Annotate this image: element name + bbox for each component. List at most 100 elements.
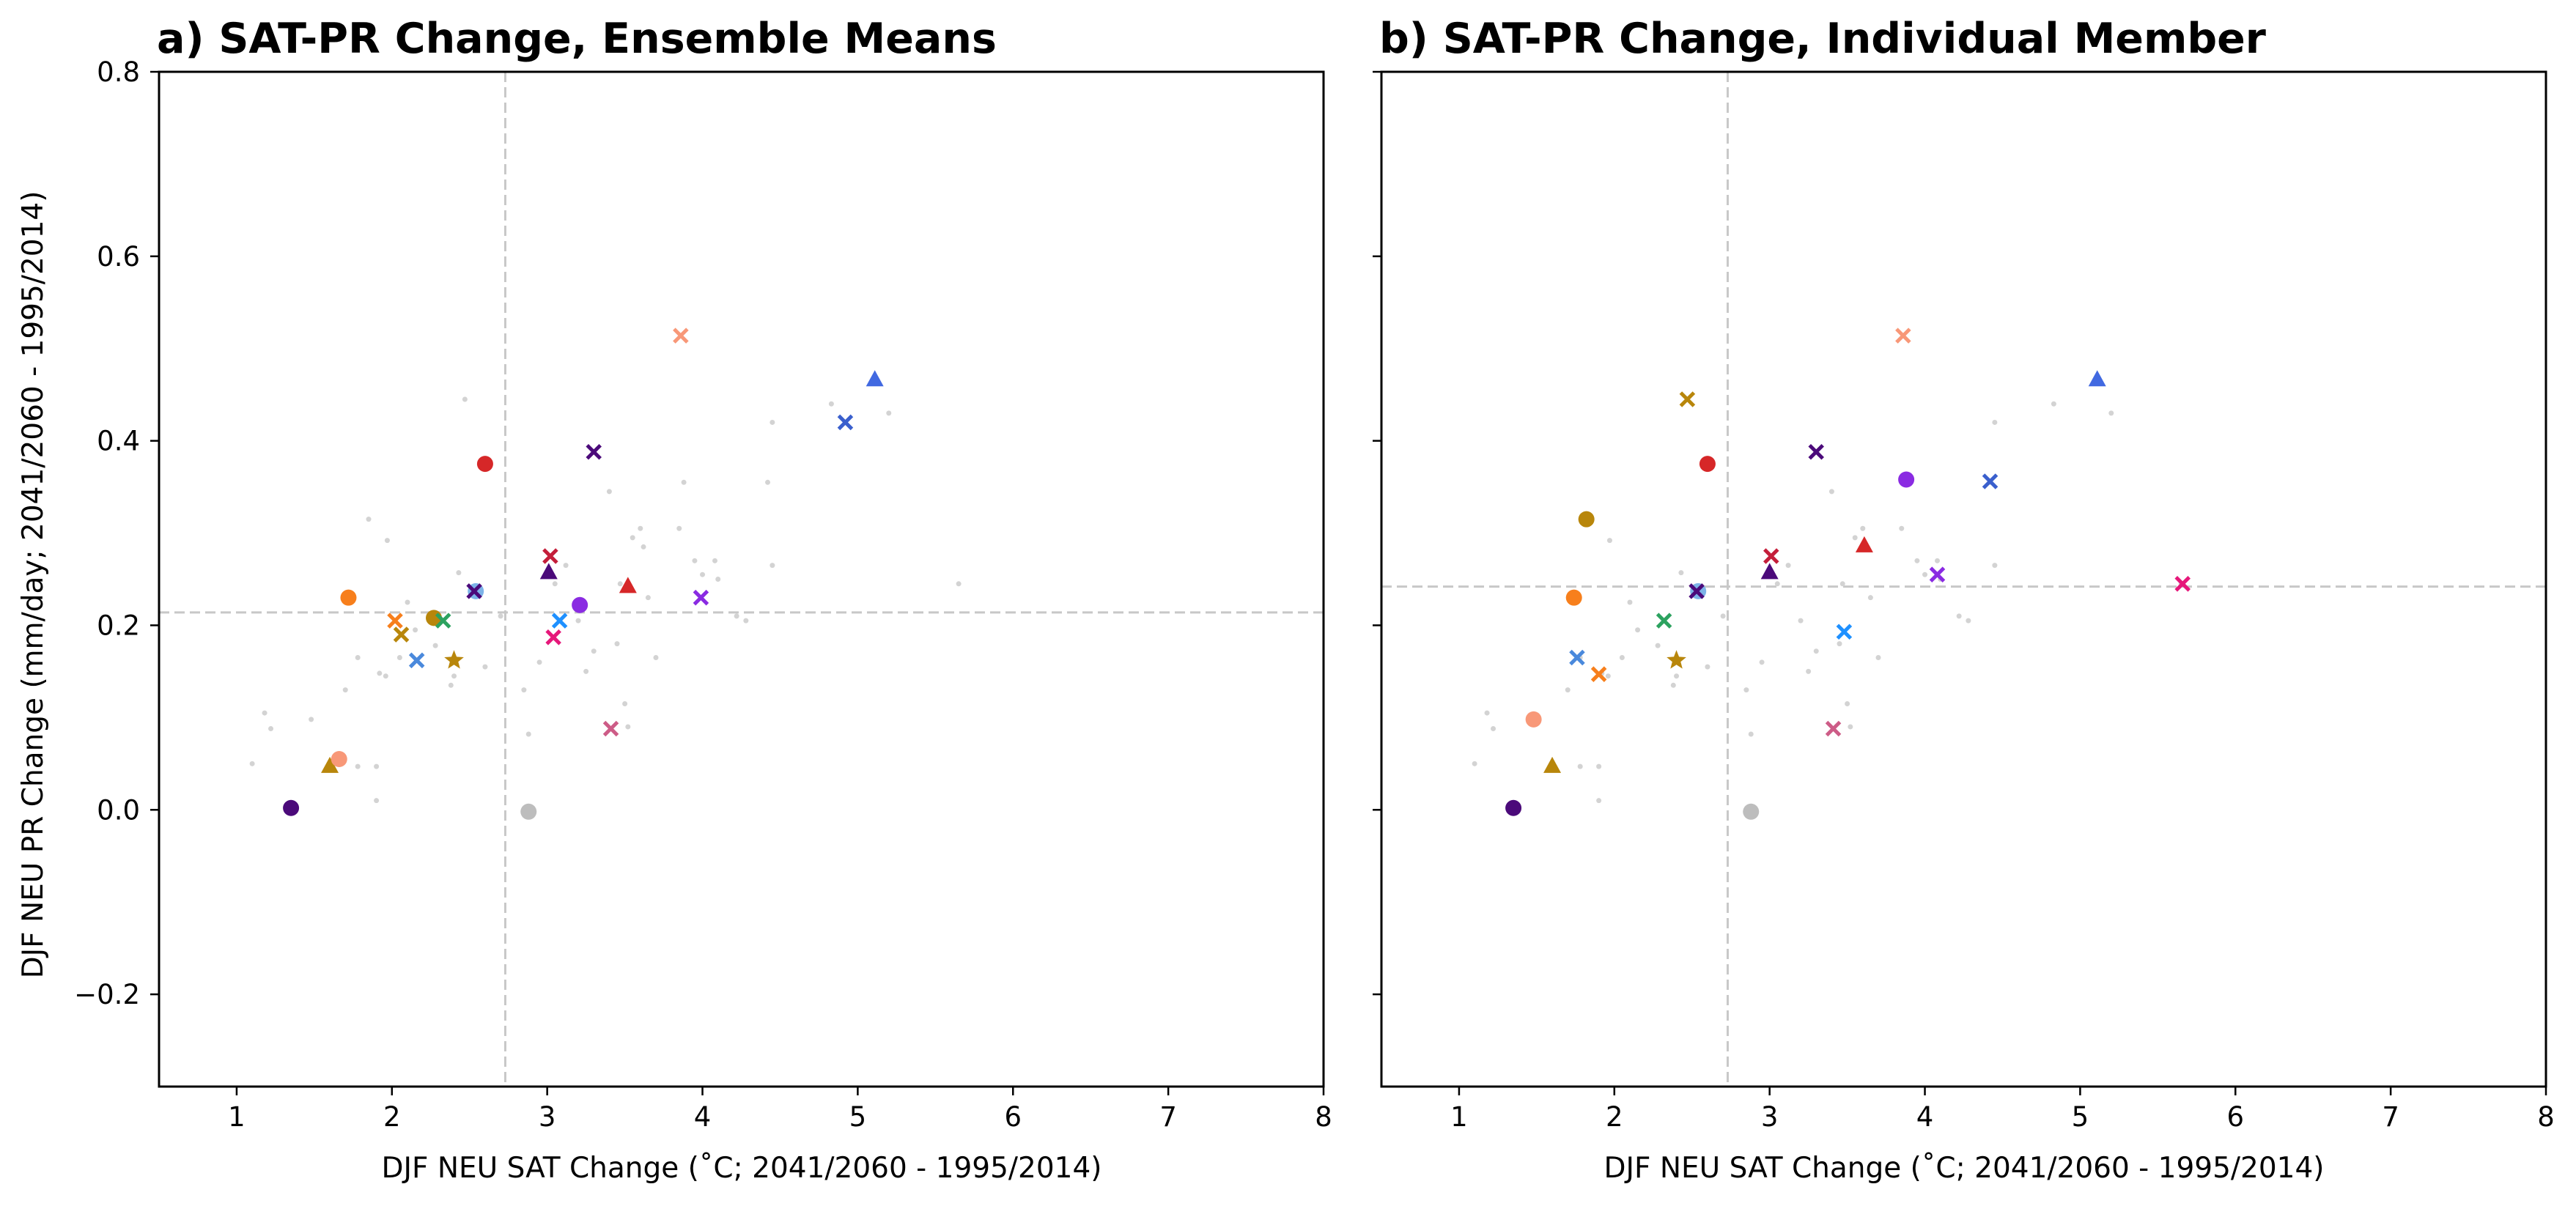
panel-a-background-point xyxy=(630,535,635,541)
panel-b-marker-x xyxy=(1982,473,1999,489)
panel-b-background-point xyxy=(1785,563,1791,569)
panel-b-axes-frame xyxy=(1380,70,2547,1088)
panel-b-xlabel: DJF NEU SAT Change (˚C; 2041/2060 - 1995… xyxy=(1603,1152,2324,1185)
panel-b-xtick-label: 2 xyxy=(1606,1101,1623,1133)
panel-b-background-point xyxy=(1596,798,1602,804)
panel-b-background-point xyxy=(1867,595,1873,601)
panel-b-title: b) SAT-PR Change, Individual Member xyxy=(1379,15,2266,63)
panel-a-background-point xyxy=(563,563,569,569)
panel-a-background-point xyxy=(384,538,390,544)
panel-a-xtick-label: 1 xyxy=(228,1101,246,1133)
panel-b-xtick-label: 7 xyxy=(2382,1101,2399,1133)
panel-b-background-point xyxy=(1748,731,1754,737)
panel-a-xtick-label: 8 xyxy=(1315,1101,1332,1133)
panel-b-background-point xyxy=(1922,571,1928,577)
panel-b-background-point xyxy=(2051,401,2056,407)
panel-a-background-point xyxy=(432,643,438,648)
panel-b-marker-triangle xyxy=(1543,756,1562,773)
panel-a-background-point xyxy=(383,673,388,679)
panel-a-marker-x xyxy=(542,548,558,564)
panel-a-xtick-label: 5 xyxy=(849,1101,867,1133)
panel-a-ytick-label: 0.0 xyxy=(97,794,140,826)
panel-a-background-point xyxy=(536,659,542,665)
panel-b-marker-circle xyxy=(1743,803,1760,820)
panel-a-marker-circle xyxy=(476,456,493,473)
panel-b-xtick-label: 8 xyxy=(2537,1101,2555,1133)
panel-a-background-point xyxy=(770,563,775,569)
panel-a-marker-circle xyxy=(572,596,588,613)
panel-a-marker-triangle xyxy=(866,370,884,387)
panel-b-background-point xyxy=(1596,763,1602,769)
panel-b-background-point xyxy=(1774,581,1780,587)
panel-b-marker-triangle xyxy=(2088,370,2106,387)
panel-a-marker-x xyxy=(586,443,602,460)
panel-b-background-point xyxy=(1956,613,1962,619)
panel-a-xtick-label: 7 xyxy=(1159,1101,1177,1133)
panel-b: b) SAT-PR Change, Individual Member 1 2 3 4… xyxy=(1373,15,2555,1185)
panel-a-background-point xyxy=(309,717,314,722)
panel-a-background-point xyxy=(552,581,558,587)
panel-a-background-point xyxy=(765,479,771,485)
panel-a-marker-x xyxy=(551,613,568,629)
panel-b-xtick-label: 6 xyxy=(2226,1101,2244,1133)
panel-b-marker-x xyxy=(1929,566,1946,582)
panel-a-background-point xyxy=(355,655,361,661)
panel-a-marker-x xyxy=(393,626,410,643)
panel-b-background-point xyxy=(1798,618,1804,624)
panel-b-marker-x xyxy=(1895,328,1911,344)
panel-a-marker-x xyxy=(602,720,619,737)
panel-b-marker-x xyxy=(1569,649,1585,666)
panel-a-marker-triangle xyxy=(321,756,339,773)
panel-b-marker-triangle xyxy=(1855,536,1873,552)
panel-a-background-point xyxy=(374,798,380,804)
panel-a-axes-frame xyxy=(158,70,1325,1088)
panel-a-background-point xyxy=(366,517,372,522)
panel-b-background-point xyxy=(1992,563,1998,569)
y-axis-label: DJF NEU PR Change (mm/day; 2041/2060 - 1… xyxy=(17,191,50,979)
panel-a-background-point xyxy=(462,396,468,402)
panel-a-background-point xyxy=(262,710,267,716)
panel-a-background-point xyxy=(377,670,383,676)
panel-a-background-point xyxy=(653,655,659,661)
panel-a-background-point xyxy=(606,489,612,495)
panel-b-marker-x xyxy=(1763,548,1779,564)
panel-b-background-point xyxy=(1491,725,1496,731)
panel-a-background-point xyxy=(641,544,646,550)
panel-b-background-point xyxy=(1852,535,1858,541)
panel-b-background-point xyxy=(1627,599,1633,605)
panel-a-background-point xyxy=(374,763,380,769)
panel-b-marker-x xyxy=(2174,576,2191,592)
panel-a-marker-x xyxy=(837,414,854,431)
panel-a-background-point xyxy=(734,613,739,619)
panel-a-marker-x xyxy=(408,652,425,669)
panel-a-background-point xyxy=(575,618,581,624)
panel-b-background-point xyxy=(1743,687,1749,693)
panel-a-xtick-label: 6 xyxy=(1004,1101,1022,1133)
panel-b-marker-circle xyxy=(1505,799,1522,816)
panel-b-marker-x xyxy=(1836,624,1853,640)
panel-b-xtick-label: 5 xyxy=(2072,1101,2089,1133)
panel-b-marker-circle xyxy=(1699,456,1716,473)
panel-b-background-point xyxy=(1966,618,1971,624)
panel-a-title: a) SAT-PR Change, Ensemble Means xyxy=(157,15,997,63)
panel-a-background-point xyxy=(342,687,348,693)
panel-b-background-point xyxy=(1860,525,1866,531)
panel-b-xtick-label: 4 xyxy=(1916,1101,1934,1133)
panel-b-background-point xyxy=(1674,673,1680,679)
panel-a-background-point xyxy=(355,763,361,769)
panel-b-background-point xyxy=(1813,648,1819,654)
panel-a-background-point xyxy=(638,525,643,531)
panel-a-marker-circle xyxy=(520,803,537,820)
panel-b-xtick-label: 3 xyxy=(1761,1101,1779,1133)
panel-a-background-point xyxy=(405,599,410,605)
panel-a-background-point xyxy=(498,613,503,619)
panel-a-ytick-label: 0.2 xyxy=(97,610,140,641)
panel-a-plot: 1 2 3 4 5 6 7 8 −0.2 0.0 0.2 0.4 0.6 0.8 xyxy=(74,56,1332,1133)
panel-b-background-point xyxy=(1678,570,1684,576)
panel-a-marker-triangle xyxy=(539,563,558,580)
panel-a-marker-x xyxy=(693,589,709,606)
panel-b-marker-circle xyxy=(1525,711,1542,728)
panel-a-background-point xyxy=(617,581,623,587)
panel-b-background-point xyxy=(2108,410,2114,416)
